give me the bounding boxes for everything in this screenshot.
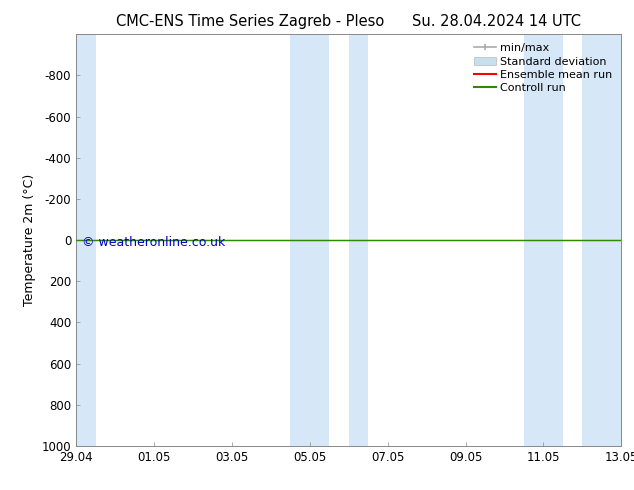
Bar <box>524 34 563 446</box>
Bar <box>349 34 368 446</box>
Text: © weatheronline.co.uk: © weatheronline.co.uk <box>82 236 225 248</box>
Bar <box>290 34 329 446</box>
Y-axis label: Temperature 2m (°C): Temperature 2m (°C) <box>23 174 36 306</box>
Bar <box>76 34 96 446</box>
Bar <box>583 34 621 446</box>
Legend: min/max, Standard deviation, Ensemble mean run, Controll run: min/max, Standard deviation, Ensemble me… <box>470 40 616 97</box>
Title: CMC-ENS Time Series Zagreb - Pleso      Su. 28.04.2024 14 UTC: CMC-ENS Time Series Zagreb - Pleso Su. 2… <box>116 14 581 29</box>
